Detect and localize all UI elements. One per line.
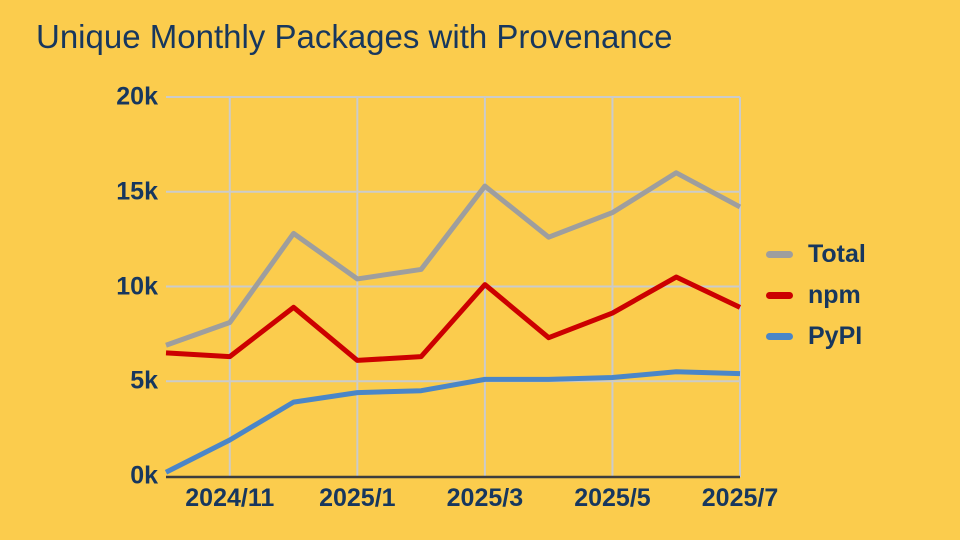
legend-item-total: Total — [766, 240, 866, 268]
series-line-pypi — [164, 369, 741, 475]
y-tick-label-0k: 0k — [130, 461, 158, 490]
page-title: Unique Monthly Packages with Provenance — [36, 18, 673, 55]
x-tick-label-2024-11: 2024/11 — [185, 484, 275, 512]
y-tick-label-10k: 10k — [116, 272, 158, 300]
series-line-total — [165, 170, 742, 348]
y-tick-label-20k: 20k — [116, 82, 158, 111]
legend-label-pypi: PyPI — [808, 321, 863, 350]
y-tick-label-5k: 5k — [130, 366, 158, 395]
y-tick-label-15k: 15k — [116, 177, 158, 206]
chart-legend: Total npm PyPI — [766, 240, 866, 363]
x-tick-label-2025-1: 2025/1 — [319, 484, 396, 512]
x-tick-label-2025-7: 2025/7 — [701, 484, 779, 512]
legend-swatch-npm — [766, 291, 793, 299]
legend-swatch-pypi — [766, 332, 793, 340]
legend-item-pypi: PyPI — [766, 322, 866, 350]
x-tick-label-2025-3: 2025/3 — [446, 484, 524, 512]
series-line-npm — [165, 274, 742, 363]
legend-item-npm: npm — [766, 281, 866, 309]
x-tick-label-2025-5: 2025/5 — [574, 484, 651, 512]
legend-label-npm: npm — [808, 280, 861, 309]
legend-label-total: Total — [808, 239, 866, 268]
legend-swatch-total — [766, 250, 793, 258]
